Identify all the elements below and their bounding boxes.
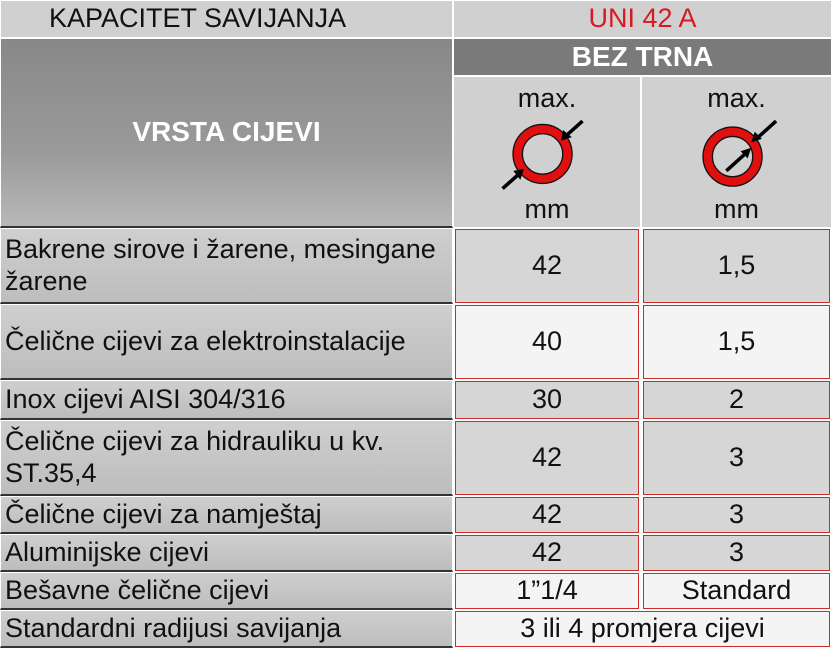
- cell-max-diameter: 30: [454, 380, 640, 420]
- cell-max-diameter: 1”1/4: [454, 572, 640, 610]
- row-label: Bakrene sirove i žarene, mesingane žaren…: [0, 228, 453, 304]
- row-header: VRSTA CIJEVI: [0, 38, 453, 228]
- cell-max-diameter: 42: [454, 496, 640, 534]
- cell-max-wall: 1,5: [642, 228, 831, 304]
- model-name: UNI 42 A: [453, 0, 832, 38]
- row-label: Aluminijske cijevi: [0, 534, 453, 572]
- cell-max-wall: 3: [642, 534, 831, 572]
- row-label: Bešavne čelične cijevi: [0, 572, 453, 610]
- cell-max-wall: 3: [642, 420, 831, 496]
- cell-max-wall: 3: [642, 496, 831, 534]
- cell-max-diameter: 40: [454, 304, 640, 380]
- column-header-diameter: max. mm: [453, 76, 641, 228]
- pipe-outer-diameter-icon: [501, 119, 584, 190]
- mm-label: mm: [524, 193, 570, 224]
- mm-label: mm: [714, 193, 759, 224]
- max-label: max.: [707, 83, 766, 113]
- cell-max-diameter: 42: [454, 534, 640, 572]
- column-header-wall: max. mm: [641, 76, 832, 228]
- max-label: max.: [517, 83, 577, 113]
- mode-header: BEZ TRNA: [453, 38, 832, 76]
- cell-max-diameter: 42: [454, 420, 640, 496]
- cell-max-wall: 2: [642, 380, 831, 420]
- row-label: Čelične cijevi za hidrauliku u kv. ST.35…: [0, 420, 453, 496]
- table-title: KAPACITET SAVIJANJA: [0, 0, 453, 38]
- row-label: Čelične cijevi za elektroinstalacije: [0, 304, 453, 380]
- cell-max-wall: Standard: [642, 572, 831, 610]
- row-label: Inox cijevi AISI 304/316: [0, 380, 453, 420]
- cell-max-diameter: 42: [454, 228, 640, 304]
- footer-value: 3 ili 4 promjera cijevi: [454, 610, 831, 648]
- row-label: Čelične cijevi za namještaj: [0, 496, 453, 534]
- cell-max-wall: 1,5: [642, 304, 831, 380]
- pipe-wall-thickness-icon: [701, 119, 777, 187]
- footer-label: Standardni radijusi savijanja: [0, 610, 453, 648]
